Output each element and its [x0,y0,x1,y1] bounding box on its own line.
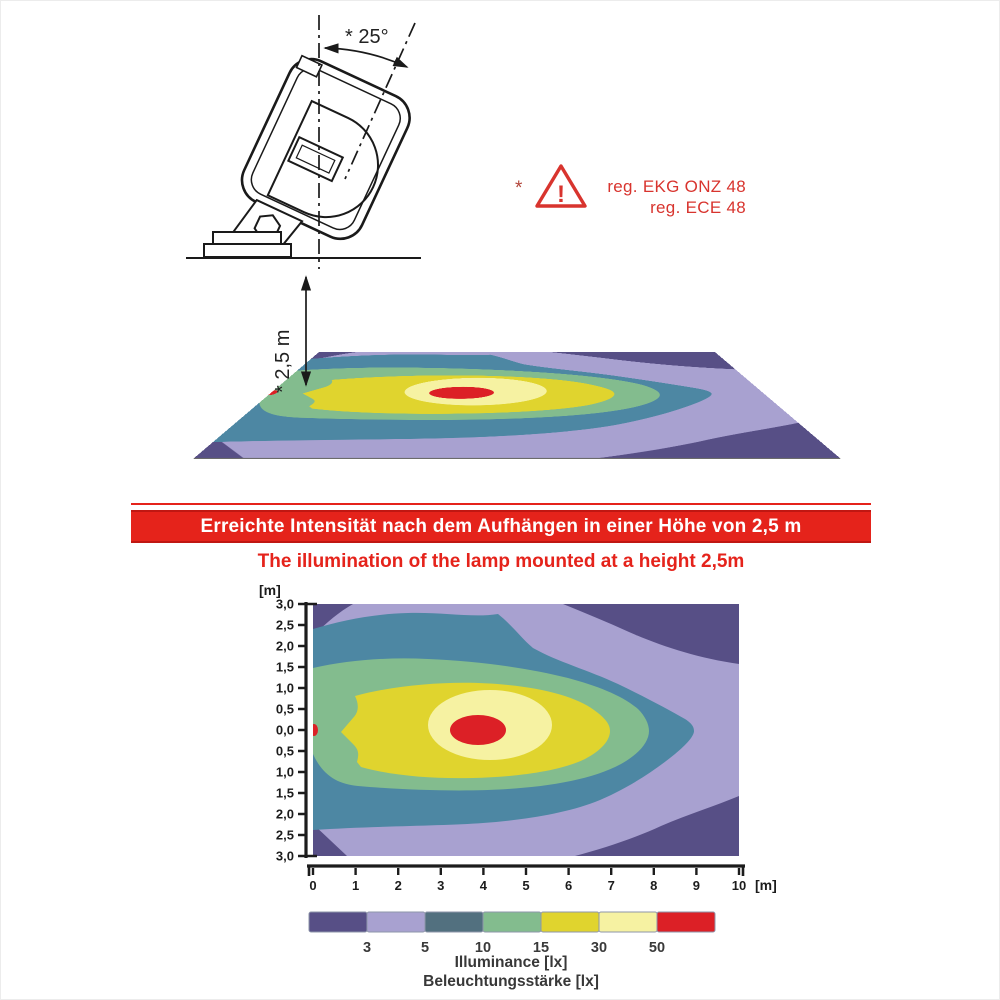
warning-exclamation: ! [557,181,565,208]
y-tick-label: 2,5 [276,618,294,633]
y-tick-label: 1,0 [276,765,294,780]
legend-swatches [308,911,716,933]
y-tick-label: 0,0 [276,723,294,738]
perspective-ground-map [193,352,841,459]
x-tick-label: 2 [395,878,402,893]
x-tick-label: 4 [480,878,488,893]
legend-swatch-30-50 [598,911,658,933]
legend-caption-de: Beleuchtungsstärke [lx] [423,973,599,991]
x-axis-labels: 0 1 2 3 4 5 6 7 8 9 10 [m] [309,877,776,893]
x-tick-label: 10 [732,878,746,893]
y-tick-label: 3,0 [276,849,294,864]
title-banner: Erreichte Intensität nach dem Aufhängen … [131,510,871,543]
y-axis-labels: 3,0 2,5 2,0 1,5 1,0 0,5 0,0 0,5 1,0 1,5 … [276,597,294,864]
legend-swatch-10-15 [482,911,542,933]
legend-swatch-5-10 [424,911,484,933]
x-tick-label: 9 [693,878,700,893]
legend-swatch-lt3 [308,911,368,933]
x-axis-unit: [m] [755,877,777,893]
y-tick-label: 0,5 [276,702,294,717]
handle [286,135,345,183]
x-tick-label: 6 [565,878,572,893]
x-tick-label: 5 [522,878,529,893]
y-tick-label: 2,5 [276,828,294,843]
y-tick-label: 1,5 [276,786,294,801]
perspective-map-svg [193,352,841,459]
legend-label: 5 [421,940,429,956]
angle-label: * 25° [345,26,389,48]
warning-triangle-icon [535,164,587,208]
base-plate-upper [212,231,282,245]
plan-contour-map [313,604,739,856]
y-tick-label: 2,0 [276,639,294,654]
legend-caption-en: Illuminance [lx] [454,954,568,971]
legend-label: 50 [649,940,665,956]
legend-boundary-labels: 3 5 10 15 30 50 [363,940,665,956]
tilted-centerline [344,22,416,180]
x-tick-label: 8 [650,878,657,893]
reg-line-2: reg. ECE 48 [650,198,746,217]
y-tick-label: 1,5 [276,660,294,675]
illuminance-plot: [m] 3,0 2,5 2,0 1,5 1,0 0,5 0,0 0,5 1,0 … [259,582,777,893]
base-plate-lower [203,243,292,258]
head-tab [295,54,324,78]
centerlines [318,15,416,269]
legend-label: 30 [591,940,607,956]
y-tick-label: 3,0 [276,597,294,612]
y-axis [298,602,317,858]
mounting-bracket [231,198,304,255]
legend-caption: Illuminance [lx] Beleuchtungsstärke [lx] [311,953,711,992]
illuminance-legend: 3 5 10 15 30 50 [308,911,716,956]
hex-nut [253,214,282,240]
legend-label: 10 [475,940,491,956]
y-tick-label: 0,5 [276,744,294,759]
x-tick-label: 1 [352,878,359,893]
banner-title: Erreichte Intensität nach dem Aufhängen … [200,515,802,537]
y-axis-unit: [m] [259,582,281,598]
angle-arc-arrow [323,43,409,68]
banner-top-rule [131,503,871,505]
x-tick-label: 0 [309,878,316,893]
legend-swatch-gt50 [656,911,716,933]
reg-line-1: reg. EKG ONZ 48 [607,177,746,196]
x-axis [307,864,745,876]
legend-swatch-3-5 [366,911,426,933]
x-tick-label: 7 [608,878,615,893]
y-axis-ticks [298,602,306,858]
floodlight-head [231,54,411,255]
legend-swatch-15-30 [540,911,600,933]
legend-label: 15 [533,940,549,956]
legend-label: 3 [363,940,371,956]
reflector-outline [266,99,380,219]
y-tick-label: 2,0 [276,807,294,822]
floodlight-drawing [186,54,421,259]
footnote-asterisk: * [515,178,523,199]
x-tick-label: 3 [437,878,444,893]
x-axis-ticks [311,868,741,875]
y-tick-label: 1,0 [276,681,294,696]
subtitle-en: The illumination of the lamp mounted at … [257,551,745,572]
